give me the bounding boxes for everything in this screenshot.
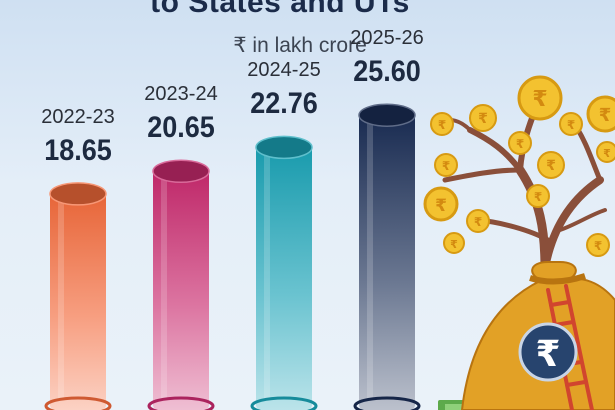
rupee-badge-icon: ₹ (518, 322, 578, 382)
value-label: 22.76 (250, 87, 318, 121)
svg-text:₹: ₹ (535, 334, 560, 375)
bar-base-ring (353, 396, 421, 410)
category-label: 2022-23 (41, 105, 115, 128)
svg-text:₹: ₹ (442, 159, 450, 173)
bar-highlight (58, 199, 64, 399)
bar-body (153, 171, 209, 410)
category-label: 2025-26 (350, 27, 424, 50)
svg-text:₹: ₹ (438, 118, 446, 132)
bar-2023-24 (147, 159, 215, 410)
bar-highlight (264, 153, 270, 399)
bar-top (255, 135, 313, 160)
svg-text:₹: ₹ (516, 137, 524, 151)
bar-top (152, 159, 210, 183)
unit-label: ₹ in lakh crore (233, 34, 367, 57)
value-label: 18.65 (44, 133, 112, 167)
page-title: to States and UTs (150, 0, 410, 19)
category-label: 2023-24 (144, 83, 218, 106)
svg-text:₹: ₹ (435, 196, 447, 216)
svg-text:₹: ₹ (450, 238, 458, 251)
svg-text:₹: ₹ (599, 105, 612, 126)
svg-text:₹: ₹ (594, 239, 602, 253)
svg-text:₹: ₹ (534, 190, 542, 204)
bar-body (359, 115, 415, 410)
svg-text:₹: ₹ (532, 87, 547, 112)
bar-2024-25 (250, 135, 318, 410)
bar-highlight (367, 121, 373, 399)
category-label: 2024-25 (247, 59, 321, 82)
bar-base-ring (147, 396, 215, 410)
bar-top (49, 182, 107, 206)
svg-text:₹: ₹ (546, 158, 556, 174)
bar-base-ring (250, 396, 318, 410)
bar-body (256, 147, 312, 410)
bar-top (358, 103, 416, 127)
bar-highlight (161, 177, 167, 399)
value-label: 20.65 (147, 111, 215, 145)
value-label: 25.60 (353, 55, 421, 89)
bar-2022-23 (44, 182, 112, 410)
svg-text:₹: ₹ (478, 111, 488, 127)
bar-2025-26 (353, 103, 421, 410)
svg-text:₹: ₹ (474, 215, 482, 229)
svg-text:₹: ₹ (603, 147, 611, 160)
svg-text:₹: ₹ (567, 118, 575, 132)
bar-base-ring (44, 396, 112, 410)
bar-body (50, 193, 106, 410)
